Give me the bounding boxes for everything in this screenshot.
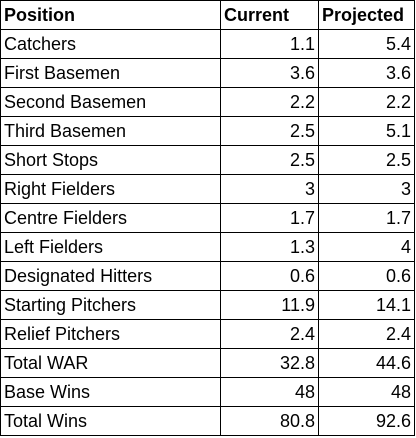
cell-projected: 1.7 (318, 203, 415, 233)
cell-position: Relief Pitchers (0, 319, 221, 349)
table-row: Base Wins 48 48 (0, 377, 415, 407)
cell-current: 80.8 (220, 406, 319, 436)
cell-current: 11.9 (220, 290, 319, 320)
table-row: First Basemen 3.6 3.6 (0, 58, 415, 88)
cell-projected: 92.6 (318, 406, 415, 436)
cell-current: 0.6 (220, 261, 319, 291)
cell-position: Right Fielders (0, 174, 221, 204)
cell-projected: 44.6 (318, 348, 415, 378)
cell-current: 2.5 (220, 116, 319, 146)
cell-position: Catchers (0, 29, 221, 59)
table-row: Total WAR 32.8 44.6 (0, 348, 415, 378)
table-row: Right Fielders 3 3 (0, 174, 415, 204)
cell-position: Left Fielders (0, 232, 221, 262)
header-position: Position (0, 0, 221, 30)
cell-current: 1.3 (220, 232, 319, 262)
cell-current: 32.8 (220, 348, 319, 378)
cell-current: 48 (220, 377, 319, 407)
cell-projected: 48 (318, 377, 415, 407)
cell-projected: 2.4 (318, 319, 415, 349)
header-projected: Projected (318, 0, 415, 30)
cell-current: 2.2 (220, 87, 319, 117)
table-row: Designated Hitters 0.6 0.6 (0, 261, 415, 291)
table-row: Second Basemen 2.2 2.2 (0, 87, 415, 117)
cell-projected: 2.2 (318, 87, 415, 117)
cell-projected: 3.6 (318, 58, 415, 88)
cell-position: Designated Hitters (0, 261, 221, 291)
cell-current: 1.1 (220, 29, 319, 59)
cell-position: Base Wins (0, 377, 221, 407)
cell-position: Second Basemen (0, 87, 221, 117)
table-row: Third Basemen 2.5 5.1 (0, 116, 415, 146)
table-row: Centre Fielders 1.7 1.7 (0, 203, 415, 233)
cell-position: Total Wins (0, 406, 221, 436)
header-row: Position Current Projected (0, 0, 415, 30)
cell-projected: 5.1 (318, 116, 415, 146)
cell-projected: 14.1 (318, 290, 415, 320)
table-row: Catchers 1.1 5.4 (0, 29, 415, 59)
cell-projected: 3 (318, 174, 415, 204)
table-row: Left Fielders 1.3 4 (0, 232, 415, 262)
cell-current: 2.5 (220, 145, 319, 175)
cell-position: Third Basemen (0, 116, 221, 146)
cell-projected: 4 (318, 232, 415, 262)
table-row: Relief Pitchers 2.4 2.4 (0, 319, 415, 349)
cell-current: 2.4 (220, 319, 319, 349)
cell-position: Total WAR (0, 348, 221, 378)
header-current: Current (220, 0, 319, 30)
cell-projected: 0.6 (318, 261, 415, 291)
cell-current: 3 (220, 174, 319, 204)
cell-position: Short Stops (0, 145, 221, 175)
table-row: Starting Pitchers 11.9 14.1 (0, 290, 415, 320)
cell-position: Starting Pitchers (0, 290, 221, 320)
cell-current: 1.7 (220, 203, 319, 233)
cell-projected: 5.4 (318, 29, 415, 59)
table-row: Short Stops 2.5 2.5 (0, 145, 415, 175)
cell-position: Centre Fielders (0, 203, 221, 233)
cell-current: 3.6 (220, 58, 319, 88)
cell-projected: 2.5 (318, 145, 415, 175)
cell-position: First Basemen (0, 58, 221, 88)
table-row: Total Wins 80.8 92.6 (0, 406, 415, 436)
